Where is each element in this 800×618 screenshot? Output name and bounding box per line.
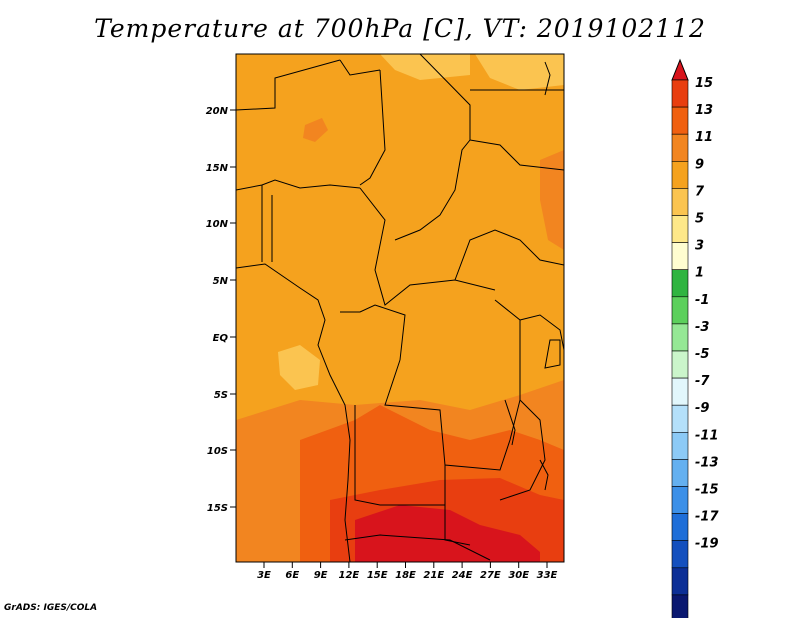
colorbar-segment [671, 594, 689, 618]
colorbar-label: 11 [695, 130, 713, 145]
border-drc [384, 299, 521, 471]
lat-label: 10N [206, 219, 229, 230]
colorbar: 15 13 11 9 7 5 3 1 -1 -3 -5 -7 -9 -11 -13 -15 -17 -19 [671, 58, 719, 618]
colorbar-label: -1 [695, 293, 709, 308]
lon-label: 21E [423, 570, 444, 581]
border-chad [394, 54, 471, 241]
colorbar-segment [671, 540, 689, 569]
border-south-sudan [454, 229, 564, 281]
colorbar-segment [671, 486, 689, 514]
lat-label: 10S [207, 446, 228, 457]
colorbar-label: -7 [695, 374, 710, 389]
lake-malawi [539, 459, 549, 491]
colorbar-segment [671, 404, 689, 433]
field-band-7-north [380, 54, 470, 80]
country-borders [236, 54, 564, 562]
lon-label: 24E [452, 570, 473, 581]
border-uganda [519, 314, 564, 351]
lake-tanganyika [504, 399, 516, 446]
border-angola [354, 405, 445, 506]
credit-text: GrADS: IGES/COLA [4, 603, 98, 613]
border-niger-east [359, 69, 386, 186]
longitude-axis: 3E 6E 9E 12E 15E 18E 21E 24E 27E 30E 33E [257, 562, 558, 581]
colorbar-segment [671, 106, 689, 135]
colorbar-segment [671, 79, 689, 108]
lake-victoria [544, 339, 561, 369]
colorbar-label: -5 [695, 347, 709, 362]
colorbar-segment [671, 323, 689, 352]
lon-label: 6E [285, 570, 299, 581]
colorbar-label: 13 [695, 103, 713, 118]
lon-label: 3E [257, 570, 271, 581]
colorbar-segment [671, 215, 689, 243]
colorbar-label: -19 [695, 537, 719, 552]
map-frame [235, 53, 565, 563]
field-band-11-spot [303, 118, 328, 142]
lat-label: 15N [206, 163, 229, 174]
colorbar-label: -15 [695, 483, 719, 498]
colorbar-segment [671, 377, 689, 406]
colorbar-segment [671, 513, 689, 541]
lat-label: EQ [213, 333, 229, 344]
colorbar-segment [671, 133, 689, 162]
border-namibia [344, 534, 491, 561]
border-red-sea [544, 61, 551, 96]
border-sahel [236, 179, 361, 191]
latitude-axis: 20N 15N 10N 5N EQ 5S 10S 15S [206, 106, 236, 514]
colorbar-label: -13 [695, 455, 719, 470]
colorbar-segment [671, 459, 689, 487]
colorbar-segment [671, 269, 689, 298]
colorbar-segment [671, 350, 689, 379]
field-band-7-gabon [278, 345, 320, 390]
field-band-17 [355, 505, 540, 562]
lon-label: 9E [314, 570, 328, 581]
colorbar-segment [671, 188, 689, 216]
lon-label: 30E [508, 570, 529, 581]
colorbar-label: 3 [695, 239, 704, 254]
lat-label: 5N [213, 276, 229, 287]
colorbar-top-arrow [671, 58, 689, 81]
chart-title: Temperature at 700hPa [C], VT: 201910211… [94, 14, 706, 43]
colorbar-label: 1 [695, 266, 704, 281]
field-band-7-northeast [475, 54, 564, 90]
colorbar-label: 9 [695, 157, 704, 172]
border-mauritania-mali [236, 59, 341, 111]
lon-label: 18E [395, 570, 416, 581]
colorbar-label: -9 [695, 401, 709, 416]
colorbar-label: 15 [695, 76, 713, 91]
colorbar-label: -3 [695, 320, 709, 335]
temperature-field [236, 54, 564, 562]
lon-label: 33E [537, 570, 558, 581]
border-sudan [469, 139, 564, 171]
colorbar-segment [671, 161, 689, 189]
border-congo [340, 304, 406, 361]
lat-label: 5S [214, 390, 228, 401]
colorbar-label: 7 [695, 184, 705, 199]
colorbar-label: -17 [695, 510, 719, 525]
colorbar-segment [671, 567, 689, 596]
colorbar-segment [671, 431, 689, 460]
lon-label: 15E [367, 570, 388, 581]
lat-label: 20N [206, 106, 229, 117]
colorbar-segment [671, 296, 689, 325]
colorbar-label: -11 [695, 428, 719, 443]
border-tanzania [499, 399, 546, 501]
lon-label: 27E [480, 570, 501, 581]
west-coastline [236, 263, 351, 562]
lon-label: 12E [339, 570, 360, 581]
colorbar-label: 5 [695, 212, 704, 227]
colorbar-segment [671, 242, 689, 271]
field-band-11-east [540, 150, 564, 250]
border-algeria [339, 59, 381, 76]
lat-label: 15S [207, 503, 228, 514]
